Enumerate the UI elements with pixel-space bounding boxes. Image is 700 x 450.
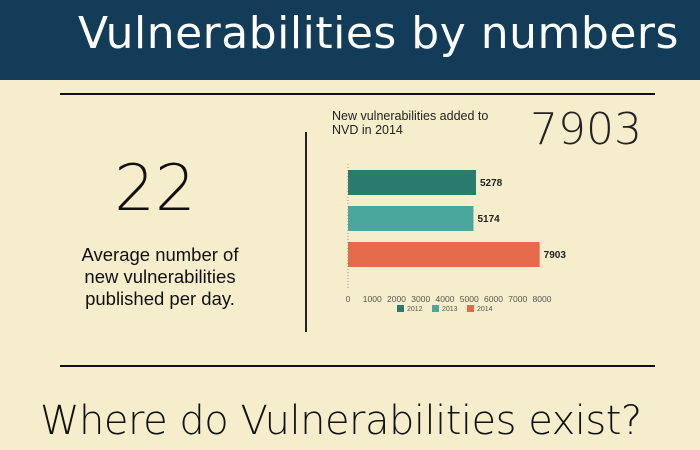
legend-label: 2014 [477,306,493,313]
bar-value-label: 5174 [477,214,500,225]
x-tick-label: 1000 [363,294,382,304]
x-tick-label: 7000 [508,294,527,304]
stat-caption-line: new vulnerabilities [84,266,236,287]
legend-swatch [467,305,474,312]
bottom-divider [60,365,655,367]
legend-swatch [432,305,439,312]
x-tick-label: 4000 [436,294,455,304]
bar-2014 [348,242,540,267]
x-tick-label: 5000 [460,294,479,304]
x-tick-label: 8000 [533,294,552,304]
stat-caption-line: published per day. [85,288,235,309]
chart-total-value: 7903 [530,104,642,155]
stat-value: 22 [114,152,196,226]
stat-caption: Average number of new vulnerabilities pu… [55,244,265,310]
section-subheading: Where do Vulnerabilities exist? [40,398,642,444]
bar-2012 [348,170,476,195]
bar-2013 [348,206,474,231]
bar-value-label: 5278 [480,178,503,189]
legend-label: 2013 [442,306,458,313]
header-banner: Vulnerabilities by numbers [0,0,700,80]
legend-swatch [397,305,404,312]
x-tick-label: 0 [346,294,351,304]
stat-caption-line: Average number of [81,244,239,265]
x-tick-label: 3000 [411,294,430,304]
chart-title-line: NVD in 2014 [332,123,403,137]
x-tick-label: 6000 [484,294,503,304]
vertical-divider [305,132,307,332]
bar-value-label: 7903 [544,250,567,261]
chart-title: New vulnerabilities added to NVD in 2014 [332,109,532,137]
x-tick-label: 2000 [387,294,406,304]
top-divider [60,93,655,95]
legend-label: 2012 [407,306,423,313]
page-title: Vulnerabilities by numbers [78,8,679,59]
chart-title-line: New vulnerabilities added to [332,109,489,123]
